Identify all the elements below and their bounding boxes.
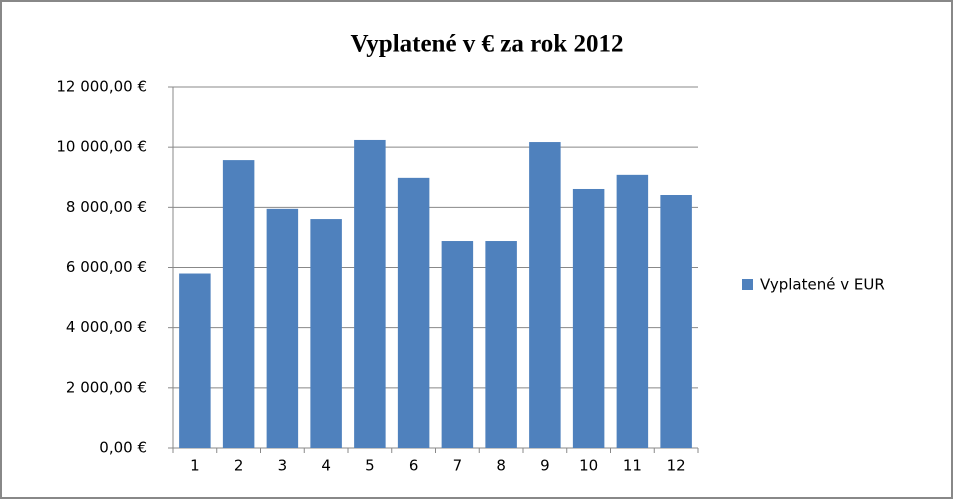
y-tick-label: 6 000,00 € — [66, 258, 147, 276]
bar — [222, 160, 255, 449]
bar — [266, 208, 299, 448]
x-tick-label: 4 — [321, 457, 331, 475]
x-tick-label: 2 — [234, 457, 244, 475]
bar — [354, 139, 386, 449]
x-tick-label: 6 — [409, 457, 419, 475]
y-tick-label: 12 000,00 € — [56, 78, 147, 96]
bar — [485, 241, 517, 448]
bar — [529, 142, 561, 449]
bar — [441, 241, 474, 448]
x-tick-label: 8 — [496, 457, 506, 475]
y-tick-label: 4 000,00 € — [66, 318, 147, 336]
legend-label: Vyplatené v EUR — [760, 276, 885, 294]
x-tick-label: 5 — [365, 457, 375, 475]
x-tick-label: 7 — [453, 457, 463, 475]
y-tick-label: 2 000,00 € — [66, 378, 147, 396]
bar — [179, 273, 211, 448]
bar — [660, 194, 692, 448]
chart-title: Vyplatené v € za rok 2012 — [351, 31, 624, 58]
y-tick-label: 10 000,00 € — [56, 138, 147, 156]
x-tick-label: 3 — [278, 457, 288, 475]
x-tick-label: 11 — [623, 457, 642, 475]
bar — [310, 219, 342, 448]
bar — [397, 177, 430, 448]
x-tick-label: 10 — [579, 457, 598, 475]
legend-swatch — [742, 279, 753, 290]
x-tick-label: 1 — [190, 457, 200, 475]
x-tick-label: 12 — [667, 457, 686, 475]
bar — [572, 188, 605, 449]
y-tick-label: 8 000,00 € — [66, 198, 147, 216]
y-tick-label: 0,00 € — [99, 439, 147, 457]
x-tick-label: 9 — [540, 457, 550, 475]
bar — [616, 174, 649, 449]
